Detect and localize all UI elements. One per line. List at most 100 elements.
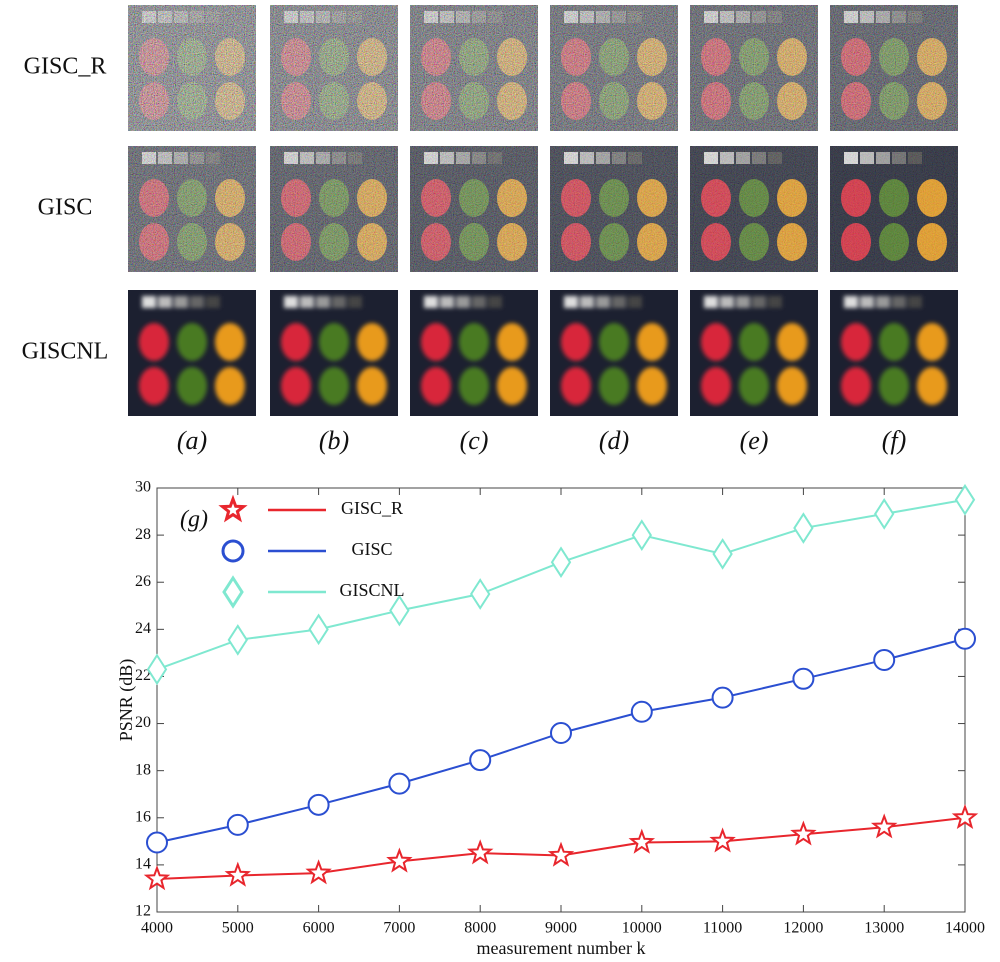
gray-patch bbox=[628, 296, 642, 308]
image-panel bbox=[128, 290, 256, 416]
y-tick-label: 26 bbox=[135, 573, 151, 590]
annotation: (g) bbox=[180, 507, 208, 533]
pepper bbox=[701, 323, 731, 361]
legend-marker bbox=[218, 494, 248, 523]
pepper bbox=[319, 367, 349, 405]
pepper bbox=[561, 367, 591, 405]
point-marker bbox=[470, 578, 491, 610]
point-marker bbox=[145, 831, 169, 854]
pepper bbox=[281, 323, 311, 361]
pepper bbox=[497, 367, 527, 405]
point-marker bbox=[628, 828, 656, 854]
point-marker bbox=[631, 519, 652, 551]
pepper bbox=[637, 367, 667, 405]
pepper bbox=[879, 323, 909, 361]
x-tick-label: 4000 bbox=[141, 920, 173, 937]
panel-label: (b) bbox=[319, 426, 349, 455]
x-tick-label: 6000 bbox=[303, 920, 335, 937]
image-panel bbox=[690, 290, 818, 416]
gray-patch bbox=[142, 296, 156, 308]
x-tick-label: 9000 bbox=[545, 920, 577, 937]
noise-overlay bbox=[270, 146, 398, 272]
gray-patch bbox=[488, 296, 502, 308]
x-tick-label: 7000 bbox=[383, 920, 415, 937]
pepper bbox=[777, 323, 807, 361]
image-panel bbox=[690, 5, 818, 131]
point-marker bbox=[790, 820, 817, 846]
pepper bbox=[421, 367, 451, 405]
x-tick-label: 14000 bbox=[945, 920, 985, 937]
pepper bbox=[177, 367, 207, 405]
pepper bbox=[599, 367, 629, 405]
noise-overlay bbox=[128, 5, 256, 131]
x-tick-label: 8000 bbox=[464, 920, 496, 937]
gray-patch bbox=[158, 296, 172, 308]
point-marker bbox=[305, 859, 332, 885]
gray-patch bbox=[768, 296, 782, 308]
image-panel bbox=[410, 146, 538, 272]
point-marker bbox=[550, 546, 572, 579]
pepper bbox=[701, 367, 731, 405]
image-panel bbox=[830, 5, 958, 131]
y-tick-label: 22 bbox=[135, 667, 151, 684]
point-marker bbox=[386, 847, 413, 873]
gray-patch bbox=[424, 296, 438, 308]
gray-patch bbox=[190, 296, 204, 308]
image-scene bbox=[421, 296, 527, 405]
image-panel bbox=[270, 5, 398, 131]
point-marker bbox=[549, 721, 573, 744]
image-panel bbox=[550, 146, 678, 272]
image-panel bbox=[128, 5, 256, 131]
image-scene bbox=[701, 296, 807, 405]
x-axis-label: measurement number k bbox=[477, 938, 646, 958]
point-marker bbox=[308, 613, 329, 646]
gray-patch bbox=[440, 296, 454, 308]
point-marker bbox=[224, 861, 252, 887]
gray-patch bbox=[860, 296, 874, 308]
point-marker bbox=[388, 772, 411, 795]
noise-overlay bbox=[830, 146, 958, 272]
y-axis-label: PSNR (dB) bbox=[116, 659, 137, 742]
row-label: GISC bbox=[38, 195, 93, 221]
gray-patch bbox=[596, 296, 610, 308]
pepper bbox=[599, 323, 629, 361]
x-tick-label: 5000 bbox=[222, 920, 254, 937]
pepper bbox=[917, 367, 947, 405]
gray-patch bbox=[206, 296, 220, 308]
point-marker bbox=[143, 865, 171, 891]
noise-overlay bbox=[410, 5, 538, 131]
pepper bbox=[215, 367, 245, 405]
panel-label: (f) bbox=[882, 426, 907, 455]
image-panel bbox=[550, 5, 678, 131]
gray-patch bbox=[704, 296, 718, 308]
point-marker bbox=[711, 686, 734, 709]
gray-patch bbox=[300, 296, 314, 308]
image-scene bbox=[561, 296, 667, 405]
point-marker bbox=[630, 700, 653, 723]
image-panel bbox=[830, 290, 958, 416]
point-marker bbox=[227, 624, 248, 656]
noise-overlay bbox=[270, 5, 398, 131]
pepper bbox=[459, 323, 489, 361]
image-scene bbox=[281, 296, 387, 405]
image-panel bbox=[410, 5, 538, 131]
pepper bbox=[637, 323, 667, 361]
point-marker bbox=[389, 594, 410, 627]
noise-overlay bbox=[550, 5, 678, 131]
y-tick-label: 24 bbox=[135, 620, 151, 637]
image-grid: GISC_R GISC GISCNL (a) (b) (c) (d) (e) (f) bbox=[22, 5, 958, 455]
legend-marker bbox=[222, 575, 244, 609]
pepper bbox=[421, 323, 451, 361]
image-scene bbox=[841, 296, 947, 405]
point-marker bbox=[307, 793, 330, 816]
pepper bbox=[841, 367, 871, 405]
pepper bbox=[739, 323, 769, 361]
panel-label: (d) bbox=[599, 426, 629, 455]
gray-patch bbox=[876, 296, 890, 308]
y-tick-label: 16 bbox=[135, 808, 151, 825]
gray-patch bbox=[284, 296, 298, 308]
point-marker bbox=[870, 813, 898, 839]
pepper bbox=[139, 367, 169, 405]
gray-patch bbox=[892, 296, 906, 308]
